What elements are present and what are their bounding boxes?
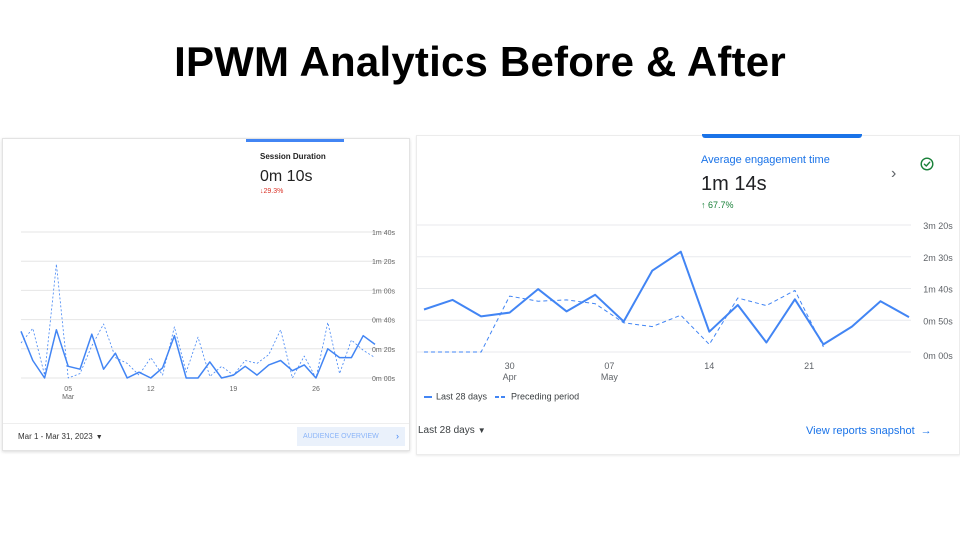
x-tick-label: 05 (64, 386, 72, 393)
arrow-right-icon: → (920, 425, 932, 437)
chevron-right-icon[interactable]: › (891, 165, 897, 182)
series-line-previous (20, 263, 376, 379)
y-tick-label: 0m 40s (372, 318, 395, 325)
date-range-label: Mar 1 - Mar 31, 2023 (18, 432, 93, 441)
y-tick-label: 2m 30s (923, 253, 953, 263)
metric-label[interactable]: Session Duration (260, 152, 326, 161)
series-line-current (423, 250, 910, 346)
link-label: View reports snapshot (806, 425, 915, 437)
chevron-right-icon: › (396, 431, 399, 441)
chart-legend: Last 28 days Preceding period (424, 391, 579, 402)
check-circle-icon (920, 157, 934, 171)
metric-value: 0m 10s (260, 168, 313, 185)
x-tick-label: 26 (312, 386, 320, 393)
footer-divider (3, 423, 409, 424)
date-range-selector[interactable]: Mar 1 - Mar 31, 2023 ▼ (18, 432, 103, 441)
y-tick-label: 0m 20s (372, 347, 395, 354)
legend-current-label: Last 28 days (436, 391, 488, 402)
y-tick-label: 0m 00s (372, 376, 395, 383)
before-analytics-card: Session Duration 0m 10s ↓29.3% 0m 00s 0m … (2, 138, 410, 451)
caret-down-icon: ▼ (477, 426, 486, 435)
y-tick-label: 1m 00s (372, 288, 395, 295)
x-tick-label: 21 (804, 361, 814, 371)
date-range-selector[interactable]: Last 28 days ▼ (418, 425, 486, 436)
y-tick-label: 1m 40s (372, 230, 395, 237)
x-tick-sublabel: Mar (62, 394, 75, 401)
x-tick-label: 30 (505, 361, 515, 371)
series-line-previous (424, 289, 824, 353)
slide-title: IPWM Analytics Before & After (174, 38, 786, 85)
metric-change: ↑ 67.7% (701, 200, 734, 210)
metric-change: ↓29.3% (260, 188, 284, 195)
x-tick-label: 14 (704, 361, 714, 371)
legend-previous-label: Preceding period (511, 391, 580, 402)
after-analytics-card: Average engagement time 1m 14s ↑ 67.7% ›… (416, 134, 960, 455)
y-tick-label: 0m 50s (923, 316, 953, 326)
audience-overview-button[interactable]: AUDIENCE OVERVIEW › (297, 427, 405, 446)
y-tick-label: 3m 20s (923, 221, 953, 231)
x-tick-label: 07 (604, 361, 614, 371)
x-tick-sublabel: May (601, 372, 619, 382)
caret-down-icon: ▼ (95, 434, 103, 441)
y-tick-label: 0m 00s (923, 351, 953, 361)
view-reports-snapshot-link[interactable]: View reports snapshot → (806, 425, 932, 437)
date-range-label: Last 28 days (418, 425, 475, 436)
legend-dashed-swatch (495, 395, 508, 398)
x-tick-sublabel: Apr (503, 372, 517, 382)
legend-solid-swatch (424, 395, 432, 398)
session-duration-chart: 0m 00s 0m 20s 0m 40s 1m 00s 1m 20s 1m 40s 05Ma… (20, 230, 395, 401)
metric-value: 1m 14s (701, 173, 767, 195)
selected-tab-indicator (246, 139, 344, 142)
selected-tab-indicator (702, 134, 862, 138)
metric-label[interactable]: Average engagement time (701, 154, 830, 166)
audience-overview-label: AUDIENCE OVERVIEW (303, 433, 379, 440)
y-tick-label: 1m 40s (923, 285, 953, 295)
y-tick-label: 1m 20s (372, 259, 395, 266)
x-tick-label: 19 (230, 386, 238, 393)
x-tick-label: 12 (147, 386, 155, 393)
